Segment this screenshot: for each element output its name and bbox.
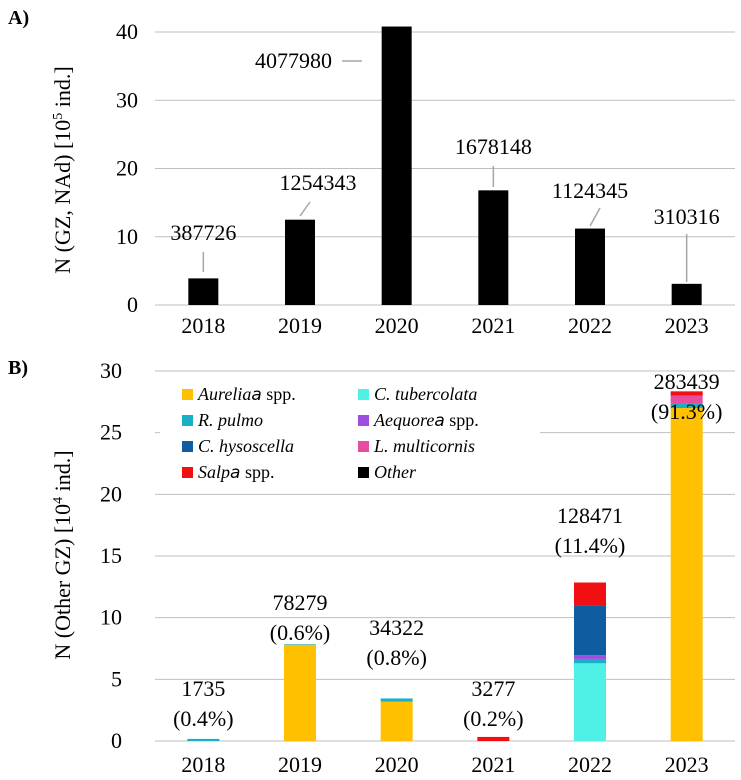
legend-entry: C. tubercolata (374, 384, 477, 404)
legend-swatch (358, 467, 369, 478)
panel-b: B) 1735 (0.4%) 78279 (0.6%) 34322 (0.8%) 3277 (… (8, 357, 735, 777)
panel-b-bar-segment (574, 655, 606, 659)
panel-b-bar-segment (670, 403, 703, 408)
legend-entry: Aequorea spp. (373, 410, 479, 431)
panel-b-bar-segment (574, 582, 606, 606)
panel-b-data-label: 78279 (273, 590, 328, 615)
panel-b-bar-segment (670, 395, 703, 404)
panel-a-data-label: 1254343 (280, 170, 357, 195)
panel-a-leader-line (589, 207, 601, 227)
legend-entry: C. hysoscella (198, 436, 294, 456)
panel-a-x-tick-label: 2023 (665, 313, 709, 338)
panel-b-bar-segment (380, 698, 413, 702)
panel-a-y-axis-label: N (GZ, NAd) [105 ind.] (50, 66, 75, 273)
panel-a-y-tick-label: 0 (127, 292, 138, 317)
panel-a-bar (671, 283, 702, 305)
panel-a-leader-line (299, 201, 311, 217)
panel-b-bar-segment (574, 605, 606, 656)
panel-a-x-tick-label: 2020 (375, 313, 419, 338)
panel-b-data-label-percent: (11.4%) (555, 533, 626, 558)
panel-a-y-tick-label: 30 (116, 87, 138, 112)
panel-a-x-tick-label: 2022 (568, 313, 612, 338)
panel-a-y-tick-label: 20 (116, 156, 138, 181)
legend-entry: L. multicornis (373, 436, 475, 456)
panel-b-x-tick-label: 2019 (278, 752, 322, 777)
panel-a-y-tick-label: 40 (116, 19, 138, 44)
panel-a-x-tick-label: 2018 (181, 313, 225, 338)
panel-b-bar-segment (574, 658, 606, 664)
panel-b-bar-segment (670, 408, 703, 741)
legend-swatch (358, 389, 369, 400)
legend-swatch (182, 415, 193, 426)
panel-a-data-label: 310316 (654, 204, 720, 229)
legend-entry: Other (374, 462, 417, 482)
panel-b-data-label: 283439 (654, 369, 720, 394)
panel-b-data-label: 128471 (557, 503, 623, 528)
legend-entry: R. pulmo (197, 410, 263, 430)
panel-b-bar-segment (284, 644, 316, 741)
panel-b-bar-segment (284, 644, 316, 645)
panel-a-data-label: 1678148 (455, 134, 532, 159)
panel-b-bar-segment (574, 663, 606, 741)
panel-a-x-tick-label: 2019 (278, 313, 322, 338)
panel-b-y-axis-label: N (Other GZ) [104 ind.] (50, 450, 75, 659)
panel-b-y-tick-label: 25 (100, 420, 122, 445)
panel-a: A) 387726 1254343 4077980 1678148 1124345 310… (8, 7, 735, 338)
panel-a-bar (478, 190, 509, 305)
legend-entry: Aureliaa spp. (197, 384, 296, 405)
panel-b-y-tick-label: 20 (100, 481, 122, 506)
panel-b-y-tick-label: 30 (100, 358, 122, 383)
panel-b-x-tick-label: 2020 (375, 752, 419, 777)
panel-a-data-label: 1124345 (552, 178, 628, 203)
panel-b-bar-segment (477, 736, 510, 741)
panel-a-label: A) (8, 7, 29, 29)
legend-swatch (358, 415, 369, 426)
panel-a-data-label: 4077980 (255, 48, 332, 73)
panel-a-bar (381, 26, 412, 305)
panel-b-data-label: 3277 (471, 676, 515, 701)
panel-a-bar (575, 228, 605, 305)
panel-b-data-label-percent: (0.2%) (463, 706, 523, 731)
panel-b-bar-segment (670, 391, 703, 396)
panel-a-y-tick-label: 10 (116, 224, 138, 249)
panel-b-legend: Aureliaa spp. C. tubercolata R. pulmo Aequo… (160, 380, 540, 492)
panel-b-data-label: 1735 (181, 676, 225, 701)
panel-a-x-tick-label: 2021 (471, 313, 515, 338)
panel-b-data-label-percent: (91.3%) (651, 399, 722, 424)
panel-a-data-label: 387726 (170, 220, 236, 245)
panel-b-data-label-percent: (0.8%) (366, 645, 426, 670)
panel-b-x-tick-label: 2018 (181, 752, 225, 777)
panel-b-y-tick-label: 10 (100, 605, 122, 630)
panel-b-bar-segment (380, 701, 413, 741)
panel-a-bar (285, 219, 315, 305)
legend-swatch (182, 441, 193, 452)
panel-b-y-tick-label: 5 (111, 666, 122, 691)
legend-swatch (182, 389, 193, 400)
panel-b-data-label: 34322 (369, 615, 424, 640)
panel-b-x-tick-label: 2021 (471, 752, 515, 777)
legend-background (160, 380, 540, 492)
panel-b-x-tick-label: 2022 (568, 752, 612, 777)
panel-b-x-tick-label: 2023 (665, 752, 709, 777)
panel-b-data-label-percent: (0.4%) (173, 706, 233, 731)
panel-b-y-tick-label: 0 (111, 728, 122, 753)
panel-b-label: B) (8, 357, 28, 379)
legend-swatch (182, 467, 193, 478)
panel-a-bar (188, 278, 219, 305)
panel-b-y-tick-label: 15 (100, 543, 122, 568)
legend-swatch (358, 441, 369, 452)
legend-entry: Salpa spp. (198, 462, 274, 483)
panel-b-data-label-percent: (0.6%) (270, 620, 330, 645)
panel-b-bar-segment (187, 738, 220, 741)
